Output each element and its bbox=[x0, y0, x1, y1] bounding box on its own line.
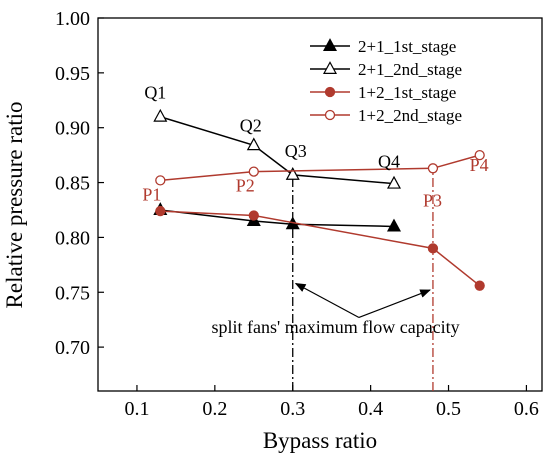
series-line bbox=[160, 209, 395, 228]
axes: 0.1 0.2 0.3 0.4 0.5 0.6 0.70 0.75 0.80 0.85 0.90 0.… bbox=[55, 8, 539, 420]
y-tick-label: 0.75 bbox=[55, 282, 90, 304]
triangle-marker bbox=[153, 108, 168, 122]
series-line bbox=[160, 154, 480, 182]
capacity-lines: split fans' maximum flow capacity bbox=[211, 168, 460, 391]
legend: 2+1_1st_stage 2+1_2nd_stage 1+2_1st_stage 1… bbox=[310, 37, 462, 125]
y-tick-label: 0.90 bbox=[55, 118, 90, 140]
q-point-label: Q4 bbox=[378, 152, 400, 172]
q-point-label: Q1 bbox=[144, 83, 166, 103]
y-tick-label: 0.70 bbox=[55, 337, 90, 359]
q-point-label: Q3 bbox=[285, 141, 307, 161]
y-axis-title: Relative pressure ratio bbox=[2, 102, 27, 309]
capacity-text: split fans' maximum flow capacity bbox=[211, 317, 459, 337]
series-1+2_1st_stage bbox=[155, 205, 485, 291]
circle-marker bbox=[155, 205, 166, 217]
legend-label: 1+2_1st_stage bbox=[358, 83, 456, 102]
circle-marker bbox=[324, 109, 336, 121]
circle-marker bbox=[427, 243, 439, 254]
q-point-label: Q2 bbox=[240, 115, 262, 135]
circle-marker bbox=[324, 86, 336, 98]
x-tick-label: 0.1 bbox=[124, 398, 149, 420]
p-point-label: P3 bbox=[423, 190, 442, 210]
x-tick-label: 0.2 bbox=[202, 398, 227, 420]
circle-marker bbox=[474, 280, 485, 291]
p-point-label: P4 bbox=[470, 155, 489, 175]
triangle-marker bbox=[285, 167, 300, 180]
circle-marker bbox=[155, 175, 166, 186]
series-line bbox=[160, 210, 481, 287]
p-point-label: P1 bbox=[142, 184, 161, 204]
circle-marker bbox=[248, 166, 259, 177]
y-tick-label: 1.00 bbox=[55, 8, 90, 30]
y-tick-label: 0.85 bbox=[55, 173, 90, 195]
triangle-marker bbox=[322, 61, 338, 75]
annotations: Q1 Q2 Q3 Q4 P1 P2 P3 P4 bbox=[142, 83, 488, 211]
circle-marker bbox=[427, 163, 439, 174]
legend-label: 2+1_2nd_stage bbox=[358, 60, 462, 79]
x-tick-label: 0.4 bbox=[358, 398, 383, 420]
series-1+2_2nd_stage bbox=[155, 149, 485, 186]
x-tick-label: 0.5 bbox=[436, 398, 461, 420]
x-tick-label: 0.6 bbox=[514, 398, 539, 420]
circle-marker bbox=[248, 210, 259, 221]
arrow-right bbox=[358, 289, 431, 319]
x-axis-title: Bypass ratio bbox=[263, 428, 377, 453]
triangle-marker bbox=[322, 38, 338, 52]
y-tick-label: 0.80 bbox=[55, 227, 90, 249]
circle-marker bbox=[474, 149, 485, 161]
series-2+1_1st_stage bbox=[153, 202, 402, 232]
x-tick-label: 0.3 bbox=[280, 398, 305, 420]
series-2+1_2nd_stage bbox=[153, 108, 402, 189]
triangle-marker bbox=[386, 175, 402, 189]
triangle-marker bbox=[246, 137, 261, 151]
y-tick-label: 0.95 bbox=[55, 63, 90, 85]
legend-label: 1+2_2nd_stage bbox=[358, 106, 462, 125]
series-group bbox=[153, 108, 485, 291]
triangle-marker bbox=[386, 218, 402, 232]
legend-label: 2+1_1st_stage bbox=[358, 37, 456, 56]
plot-frame bbox=[97, 17, 543, 392]
series-line bbox=[160, 116, 395, 185]
p-point-label: P2 bbox=[236, 176, 255, 196]
arrow-left bbox=[294, 282, 360, 319]
